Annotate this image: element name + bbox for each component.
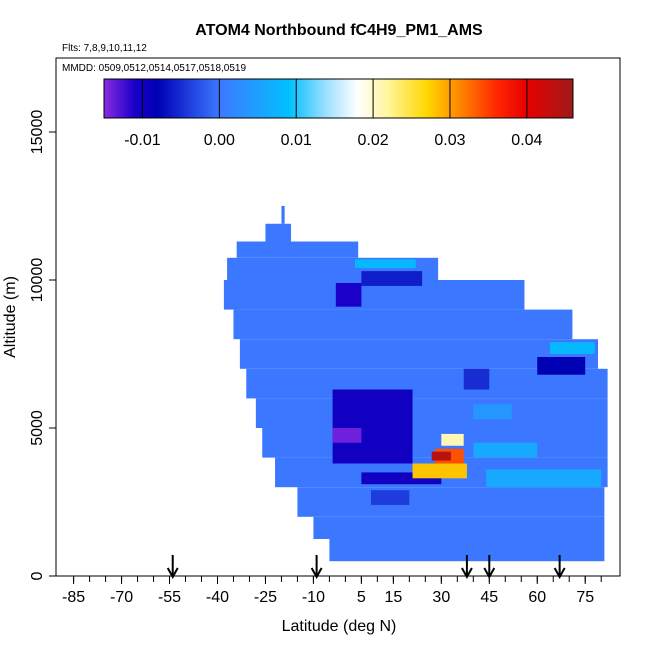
colorbar-tick-label: 0.01 [281, 132, 312, 149]
heatmap-cell [473, 404, 512, 420]
marker-layer [166, 555, 566, 580]
x-tick-label: -85 [62, 589, 85, 606]
heatmap-cell [332, 389, 413, 464]
x-tick-label: 30 [432, 589, 450, 606]
y-axis-label: Altitude (m) [2, 276, 19, 358]
heatmap-cell [441, 433, 464, 446]
x-tick-label: 45 [480, 589, 498, 606]
y-tick-label: 10000 [29, 258, 46, 303]
coverage-band [281, 206, 285, 224]
chart-title: ATOM4 Northbound fC4H9_PM1_AMS [195, 22, 483, 39]
heatmap-cell [332, 428, 362, 443]
x-axis-label: Latitude (deg N) [282, 618, 397, 635]
arrow-head [310, 567, 323, 580]
plot-frame [55, 57, 621, 577]
heatmap-cell [463, 368, 490, 390]
coverage-band [313, 516, 605, 539]
colorbar-tick-label: -0.01 [124, 132, 161, 149]
heatmap-cell [361, 271, 423, 286]
y-tick-label: 5000 [29, 410, 46, 446]
y-tick-label: 0 [29, 571, 46, 580]
coverage-band [297, 487, 605, 517]
heatmap-cell [361, 472, 442, 485]
y-tick-label: 15000 [29, 110, 46, 155]
dates-annotation: MMDD: 0509,0512,0514,0517,0518,0519 [62, 63, 246, 74]
x-tick-label: 5 [357, 589, 366, 606]
x-tick-label: -40 [206, 589, 229, 606]
colorbar: -0.01 0.00 0.01 0.02 0.03 0.04 [103, 78, 574, 149]
x-tick-label: 15 [384, 589, 402, 606]
heatmap-cell [354, 259, 416, 269]
x-tick-label: -70 [110, 589, 133, 606]
coverage-band [265, 223, 292, 242]
x-tick-label: -25 [254, 589, 277, 606]
coverage-band [329, 539, 605, 562]
flights-annotation: Flts: 7,8,9,10,11,12 [62, 43, 147, 54]
x-tick-label: 75 [576, 589, 594, 606]
heatmap-cell [473, 442, 538, 458]
colorbar-tick-label: 0.04 [511, 132, 542, 149]
x-axis: -85 -70 -55 -40 -25 -10 5 15 30 45 60 75 [62, 576, 602, 606]
heatmap-cell [550, 342, 595, 354]
x-tick-label: 60 [528, 589, 546, 606]
colorbar-gradient [104, 79, 573, 118]
arrow-head [553, 567, 566, 580]
heatmap-cell [431, 451, 451, 461]
heatmap-layer [223, 206, 608, 562]
colorbar-tick-label: 0.03 [434, 132, 465, 149]
colorbar-tick-label: 0.02 [358, 132, 389, 149]
coverage-band [236, 241, 359, 258]
heatmap-cell [335, 282, 362, 307]
heatmap-cell [486, 469, 602, 488]
arrow-head [166, 567, 179, 580]
colorbar-frame [103, 78, 574, 119]
heatmap-cell [412, 463, 467, 479]
coverage-band [233, 309, 573, 340]
arrow-head [461, 567, 473, 580]
x-tick-label: -55 [158, 589, 181, 606]
coverage-band [255, 398, 608, 428]
y-axis: 0 5000 10000 15000 [29, 110, 56, 580]
heatmap-cell [537, 356, 586, 375]
heatmap-cell [370, 490, 410, 505]
x-tick-label: -10 [302, 589, 325, 606]
colorbar-tick-label: 0.00 [204, 132, 235, 149]
